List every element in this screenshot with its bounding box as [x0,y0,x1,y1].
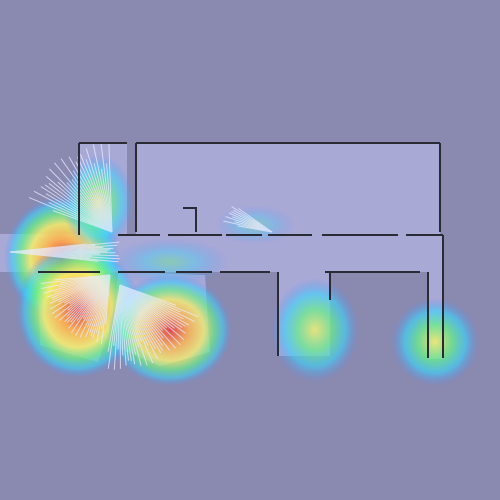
wall-east-hall [427,235,444,358]
north-scan-ray [93,163,113,233]
north-scan-ray [79,154,113,233]
walls [38,142,444,358]
south-scan-ray [119,284,195,323]
south-scan-ray [119,284,181,346]
north-scan-ray [77,156,113,233]
west-scan-ray [54,274,111,281]
south-scan-ray [119,284,176,349]
south-scan-ray [107,284,121,352]
north-scan-ray [54,162,113,233]
north-scan-ray [68,156,113,233]
wall-south-center-room [277,272,331,356]
north-scan-ray [85,159,113,233]
south-scan-ray [119,284,142,366]
north-scan-ray [85,148,113,233]
north-scan-ray [57,181,113,233]
north-scan-ray [33,190,113,233]
south-scan-ray [107,284,121,369]
heat-corridor-tail [110,238,230,286]
doorway-scan-ray [238,208,273,233]
south-scan-ray [119,284,148,366]
north-scan-ray [60,158,113,233]
south-scan-ray [113,284,121,370]
heat-far-east-room [391,298,479,386]
south-scan-ray [119,284,185,340]
wall-interior-stub [183,207,197,232]
north-scan-ray [28,197,113,233]
north-scan-ray [40,186,113,233]
north-scan-ray [48,168,113,233]
south-scan-ray [119,284,199,318]
heatmap-overlay [4,154,479,386]
wall-northwest-room [78,142,127,235]
north-scan-ray [48,201,113,233]
north-scan-ray [108,143,113,233]
north-scan-ray [75,161,113,233]
north-scan-ray [100,142,113,233]
corridor-scan-ray [9,251,99,262]
north-scan-ray [92,144,113,233]
heat-east-room-center [271,278,359,382]
north-scan-ray [48,182,113,233]
